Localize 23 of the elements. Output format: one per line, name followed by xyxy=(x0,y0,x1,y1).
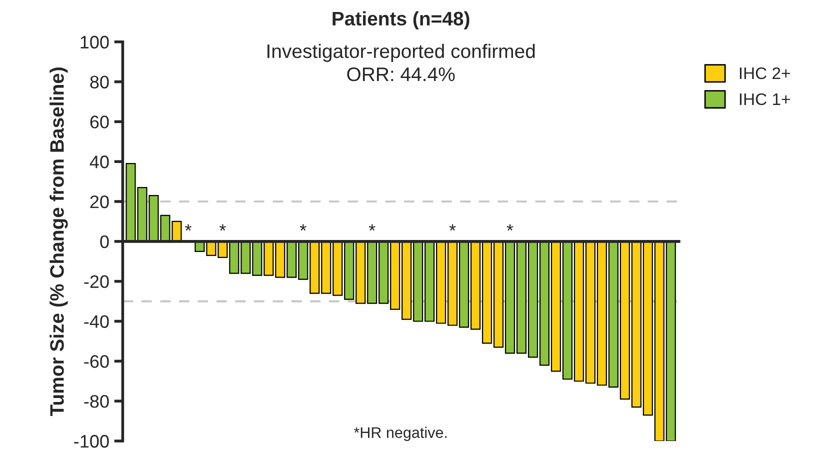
y-tick-label: -40 xyxy=(84,315,109,328)
data-label: * xyxy=(506,224,514,231)
y-tick-label: 40 xyxy=(90,156,109,168)
y-tick-label: 80 xyxy=(90,76,109,88)
y-tick-label: -20 xyxy=(84,275,109,288)
text: Investigator-reported confirmed ORR: 44.4% xyxy=(268,44,535,82)
data-label: * xyxy=(449,224,456,231)
legend-label: IHC 1+ xyxy=(740,93,790,106)
data-label: * xyxy=(300,224,306,231)
y-tick-label: 60 xyxy=(90,116,109,128)
legend-label: IHC 2+ xyxy=(740,67,790,80)
annotation: *HR negative. xyxy=(354,426,447,441)
y-tick-label: -60 xyxy=(84,355,109,368)
y-tick-label: -80 xyxy=(84,395,109,408)
y-tick-label: -100 xyxy=(74,434,109,448)
data-label: * xyxy=(184,224,192,231)
y-tick-label: 0 xyxy=(100,235,109,248)
data-label: * xyxy=(219,224,226,231)
y-axis-title: Tumor Size (% Change from Baseline) xyxy=(50,68,68,416)
data-label: * xyxy=(368,224,376,231)
y-tick-label: 20 xyxy=(90,195,109,208)
chart-title: Patients (n=48) xyxy=(332,11,470,30)
y-tick-label: 100 xyxy=(80,36,109,49)
